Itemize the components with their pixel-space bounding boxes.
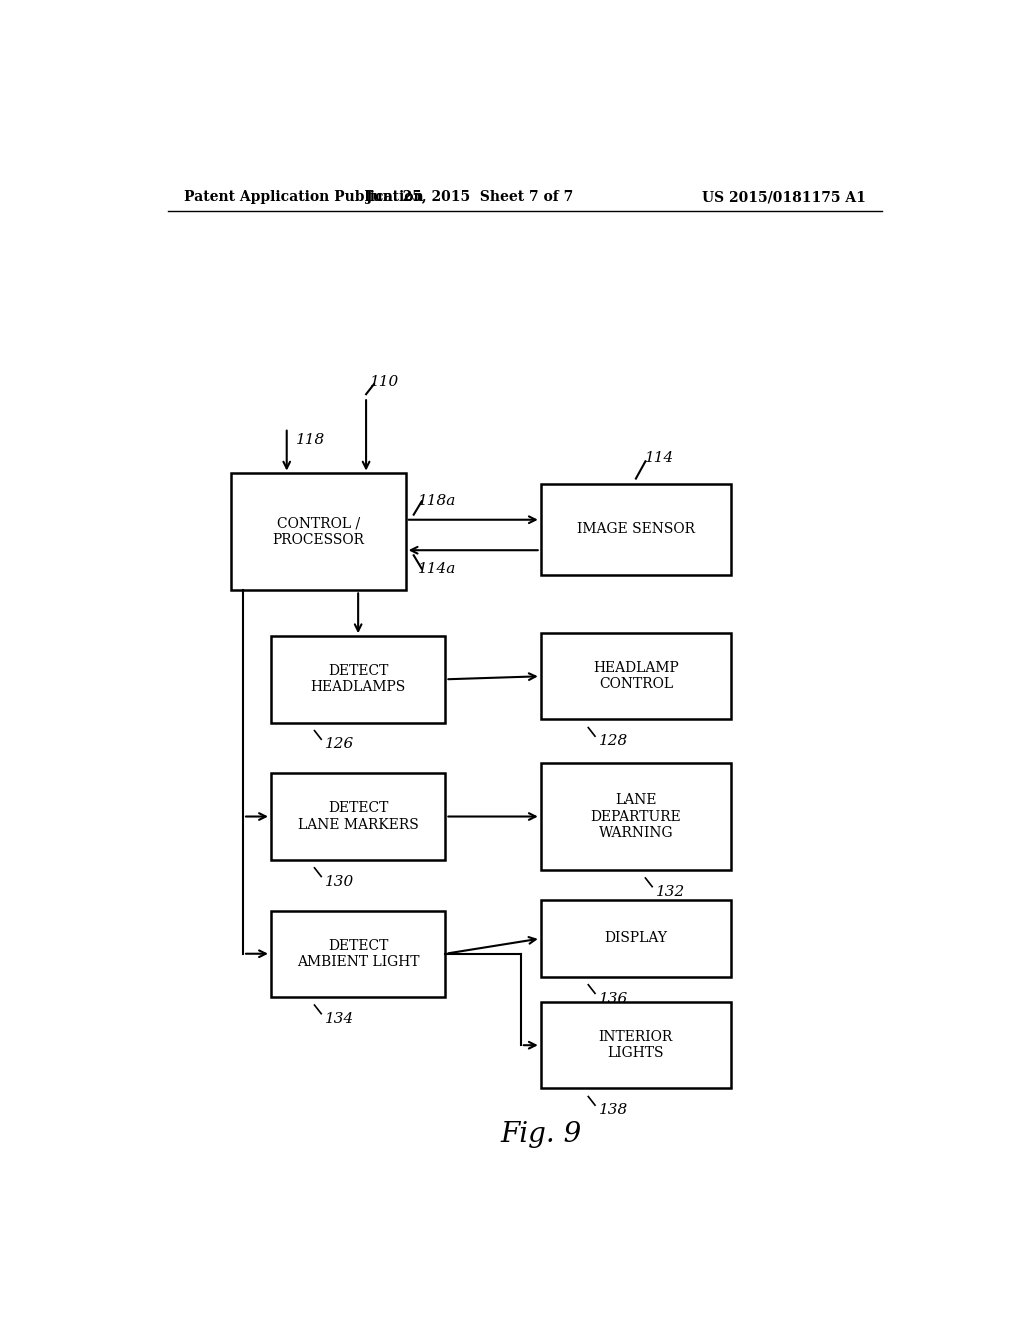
Text: INTERIOR
LIGHTS: INTERIOR LIGHTS: [599, 1030, 673, 1060]
Text: 136: 136: [599, 991, 629, 1006]
Text: 118a: 118a: [418, 494, 456, 507]
Text: US 2015/0181175 A1: US 2015/0181175 A1: [702, 190, 866, 205]
Bar: [541, 1002, 731, 1089]
Text: DETECT
AMBIENT LIGHT: DETECT AMBIENT LIGHT: [297, 939, 420, 969]
Text: 126: 126: [326, 738, 354, 751]
Text: DETECT
HEADLAMPS: DETECT HEADLAMPS: [310, 664, 406, 694]
Bar: [270, 636, 445, 722]
Text: 130: 130: [326, 875, 354, 888]
Text: Jun. 25, 2015  Sheet 7 of 7: Jun. 25, 2015 Sheet 7 of 7: [366, 190, 572, 205]
Text: 110: 110: [370, 375, 399, 389]
Text: 138: 138: [599, 1104, 629, 1117]
Bar: [541, 763, 731, 870]
Text: LANE
DEPARTURE
WARNING: LANE DEPARTURE WARNING: [591, 793, 681, 840]
Text: 118: 118: [296, 433, 326, 447]
Text: DETECT
LANE MARKERS: DETECT LANE MARKERS: [298, 801, 419, 832]
Bar: [541, 634, 731, 719]
Text: 114a: 114a: [418, 562, 456, 577]
Text: Patent Application Publication: Patent Application Publication: [183, 190, 423, 205]
Text: HEADLAMP
CONTROL: HEADLAMP CONTROL: [593, 661, 679, 692]
Bar: [270, 911, 445, 997]
Text: CONTROL /
PROCESSOR: CONTROL / PROCESSOR: [272, 517, 365, 546]
Text: Fig. 9: Fig. 9: [500, 1121, 582, 1147]
Text: IMAGE SENSOR: IMAGE SENSOR: [577, 523, 695, 536]
Bar: [541, 483, 731, 576]
Text: 128: 128: [599, 734, 629, 748]
Text: 132: 132: [656, 884, 685, 899]
Text: 134: 134: [326, 1012, 354, 1026]
Bar: [231, 474, 406, 590]
Text: DISPLAY: DISPLAY: [604, 932, 668, 945]
Bar: [270, 774, 445, 859]
Text: 114: 114: [645, 451, 675, 465]
Bar: [541, 900, 731, 977]
